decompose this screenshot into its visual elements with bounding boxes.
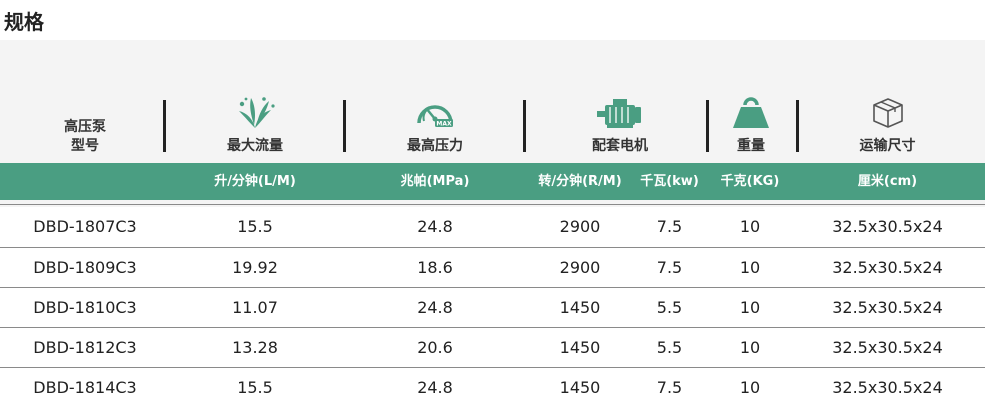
- header-model-line1: 高压泵: [64, 119, 106, 135]
- header-model-line2: 型号: [71, 138, 99, 154]
- header-motor-label: 配套电机: [592, 138, 648, 154]
- cell-power: 7.5: [656, 258, 683, 277]
- cell-weight: 10: [739, 217, 761, 236]
- header-separator: [796, 100, 799, 152]
- table-row: DBD-1810C3 11.07 24.8 1450 5.5 10 32.5x3…: [0, 288, 985, 328]
- row-divider: [0, 327, 985, 328]
- units-bar: [0, 163, 985, 200]
- pressure-gauge-icon: MAX: [415, 95, 455, 133]
- cell-power: 7.5: [656, 378, 683, 397]
- row-divider: [0, 247, 985, 248]
- gauge-max-text: MAX: [436, 121, 452, 128]
- unit-flow: 升/分钟(L/M): [214, 174, 296, 189]
- table-row: DBD-1807C3 15.5 24.8 2900 7.5 10 32.5x30…: [0, 207, 985, 247]
- cell-flow: 13.28: [232, 338, 278, 357]
- cell-weight: 10: [739, 338, 761, 357]
- cell-flow: 15.5: [237, 378, 273, 397]
- cell-pressure: 24.8: [417, 217, 453, 236]
- cell-model: DBD-1814C3: [33, 378, 137, 397]
- unit-weight: 千克(KG): [720, 174, 780, 189]
- cell-model: DBD-1810C3: [33, 298, 137, 317]
- box-icon: [871, 97, 905, 133]
- cell-size: 32.5x30.5x24: [832, 298, 943, 317]
- row-divider: [0, 204, 985, 205]
- cell-flow: 15.5: [237, 217, 273, 236]
- cell-pressure: 24.8: [417, 298, 453, 317]
- cell-rpm: 1450: [559, 338, 601, 357]
- header-motor: 配套电机: [545, 92, 695, 156]
- cell-model: DBD-1807C3: [33, 217, 137, 236]
- unit-size: 厘米(cm): [857, 174, 918, 189]
- header-separator: [343, 100, 346, 152]
- cell-size: 32.5x30.5x24: [832, 258, 943, 277]
- cell-rpm: 2900: [559, 217, 601, 236]
- page-title: 规格: [4, 10, 44, 34]
- cell-power: 5.5: [656, 298, 683, 317]
- header-separator: [163, 100, 166, 152]
- header-size: 运输尺寸: [820, 92, 955, 156]
- header-flow-label: 最大流量: [227, 138, 283, 154]
- cell-size: 32.5x30.5x24: [832, 217, 943, 236]
- leaf-splash-icon: [233, 95, 277, 133]
- cell-rpm: 2900: [559, 258, 601, 277]
- cell-rpm: 1450: [559, 298, 601, 317]
- cell-size: 32.5x30.5x24: [832, 378, 943, 397]
- cell-weight: 10: [739, 258, 761, 277]
- header-flow: 最大流量: [190, 92, 320, 156]
- cell-flow: 11.07: [232, 298, 278, 317]
- cell-power: 5.5: [656, 338, 683, 357]
- header-pressure: MAX 最高压力: [370, 92, 500, 156]
- header-separator: [706, 100, 709, 152]
- unit-power: 千瓦(kw): [640, 174, 699, 189]
- cell-rpm: 1450: [559, 378, 601, 397]
- header-separator: [523, 100, 526, 152]
- cell-model: DBD-1812C3: [33, 338, 137, 357]
- row-divider: [0, 287, 985, 288]
- cell-pressure: 24.8: [417, 378, 453, 397]
- header-size-label: 运输尺寸: [859, 138, 916, 154]
- header-model: 高压泵 型号: [30, 92, 140, 156]
- table-row: DBD-1812C3 13.28 20.6 1450 5.5 10 32.5x3…: [0, 328, 985, 368]
- cell-model: DBD-1809C3: [33, 258, 137, 277]
- cell-size: 32.5x30.5x24: [832, 338, 943, 357]
- cell-power: 7.5: [656, 217, 683, 236]
- header-weight: 重量: [715, 92, 787, 156]
- unit-pressure: 兆帕(MPa): [400, 174, 470, 189]
- header-pressure-label: 最高压力: [407, 138, 463, 154]
- cell-weight: 10: [739, 378, 761, 397]
- cell-flow: 19.92: [232, 258, 278, 277]
- cell-pressure: 20.6: [417, 338, 453, 357]
- motor-icon: [595, 97, 645, 133]
- row-divider: [0, 367, 985, 368]
- header-weight-label: 重量: [737, 138, 765, 154]
- unit-rpm: 转/分钟(R/M): [538, 174, 622, 189]
- cell-pressure: 18.6: [417, 258, 453, 277]
- cell-weight: 10: [739, 298, 761, 317]
- table-row: DBD-1809C3 19.92 18.6 2900 7.5 10 32.5x3…: [0, 248, 985, 288]
- weight-icon: [731, 97, 771, 133]
- table-row: DBD-1814C3 15.5 24.8 1450 7.5 10 32.5x30…: [0, 368, 985, 405]
